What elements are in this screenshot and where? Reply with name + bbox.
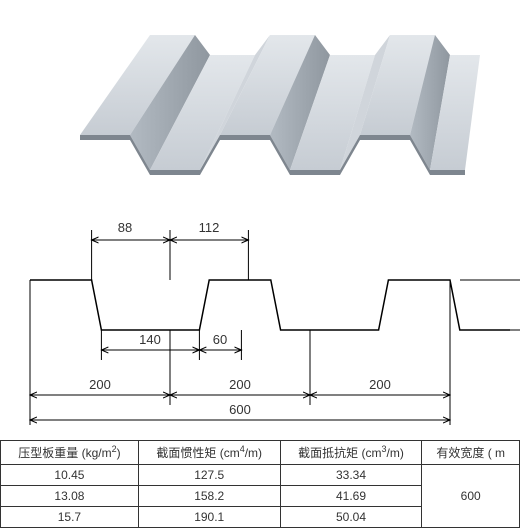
- cell: 127.5: [138, 465, 280, 486]
- cross-section-diagram: 88 112 140 60 200 200 200: [0, 210, 520, 440]
- right-height-lines: [460, 280, 520, 330]
- col-weight: 压型板重量 (kg/m2): [1, 441, 139, 465]
- cell: 33.34: [280, 465, 422, 486]
- dim-top-112: 112: [199, 220, 220, 235]
- cell: 190.1: [138, 507, 280, 528]
- col-effective-width: 有效宽度 ( m: [422, 441, 520, 465]
- cell: 158.2: [138, 486, 280, 507]
- deck-3d-svg: [20, 5, 500, 205]
- bottom-dimensions: 140 60: [101, 330, 241, 360]
- cell: 41.69: [280, 486, 422, 507]
- cell: 10.45: [1, 465, 139, 486]
- profile-path: [30, 280, 510, 330]
- deck-3d-render: [0, 0, 520, 210]
- cross-section-svg: 88 112 140 60 200 200 200: [0, 210, 520, 440]
- dim-pitch-3: 200: [369, 377, 391, 392]
- dim-total-600: 600: [229, 402, 251, 417]
- dim-bot-60: 60: [213, 332, 227, 347]
- deck-top-surface: [80, 35, 480, 170]
- cell-effective-width: 600: [422, 465, 520, 528]
- properties-table: 压型板重量 (kg/m2) 截面惯性矩 (cm4/m) 截面抵抗矩 (cm3/m…: [0, 440, 520, 528]
- col-inertia: 截面惯性矩 (cm4/m): [138, 441, 280, 465]
- col-section-modulus: 截面抵抗矩 (cm3/m): [280, 441, 422, 465]
- table-row: 10.45 127.5 33.34 600: [1, 465, 520, 486]
- pitch-dimensions: 200 200 200 600: [30, 280, 450, 425]
- top-dimensions: 88 112: [92, 220, 249, 280]
- cell: 50.04: [280, 507, 422, 528]
- dim-top-88: 88: [118, 220, 132, 235]
- cell: 13.08: [1, 486, 139, 507]
- cell: 15.7: [1, 507, 139, 528]
- dim-pitch-2: 200: [229, 377, 251, 392]
- dim-bot-140: 140: [139, 332, 161, 347]
- table-header-row: 压型板重量 (kg/m2) 截面惯性矩 (cm4/m) 截面抵抗矩 (cm3/m…: [1, 441, 520, 465]
- dim-pitch-1: 200: [89, 377, 111, 392]
